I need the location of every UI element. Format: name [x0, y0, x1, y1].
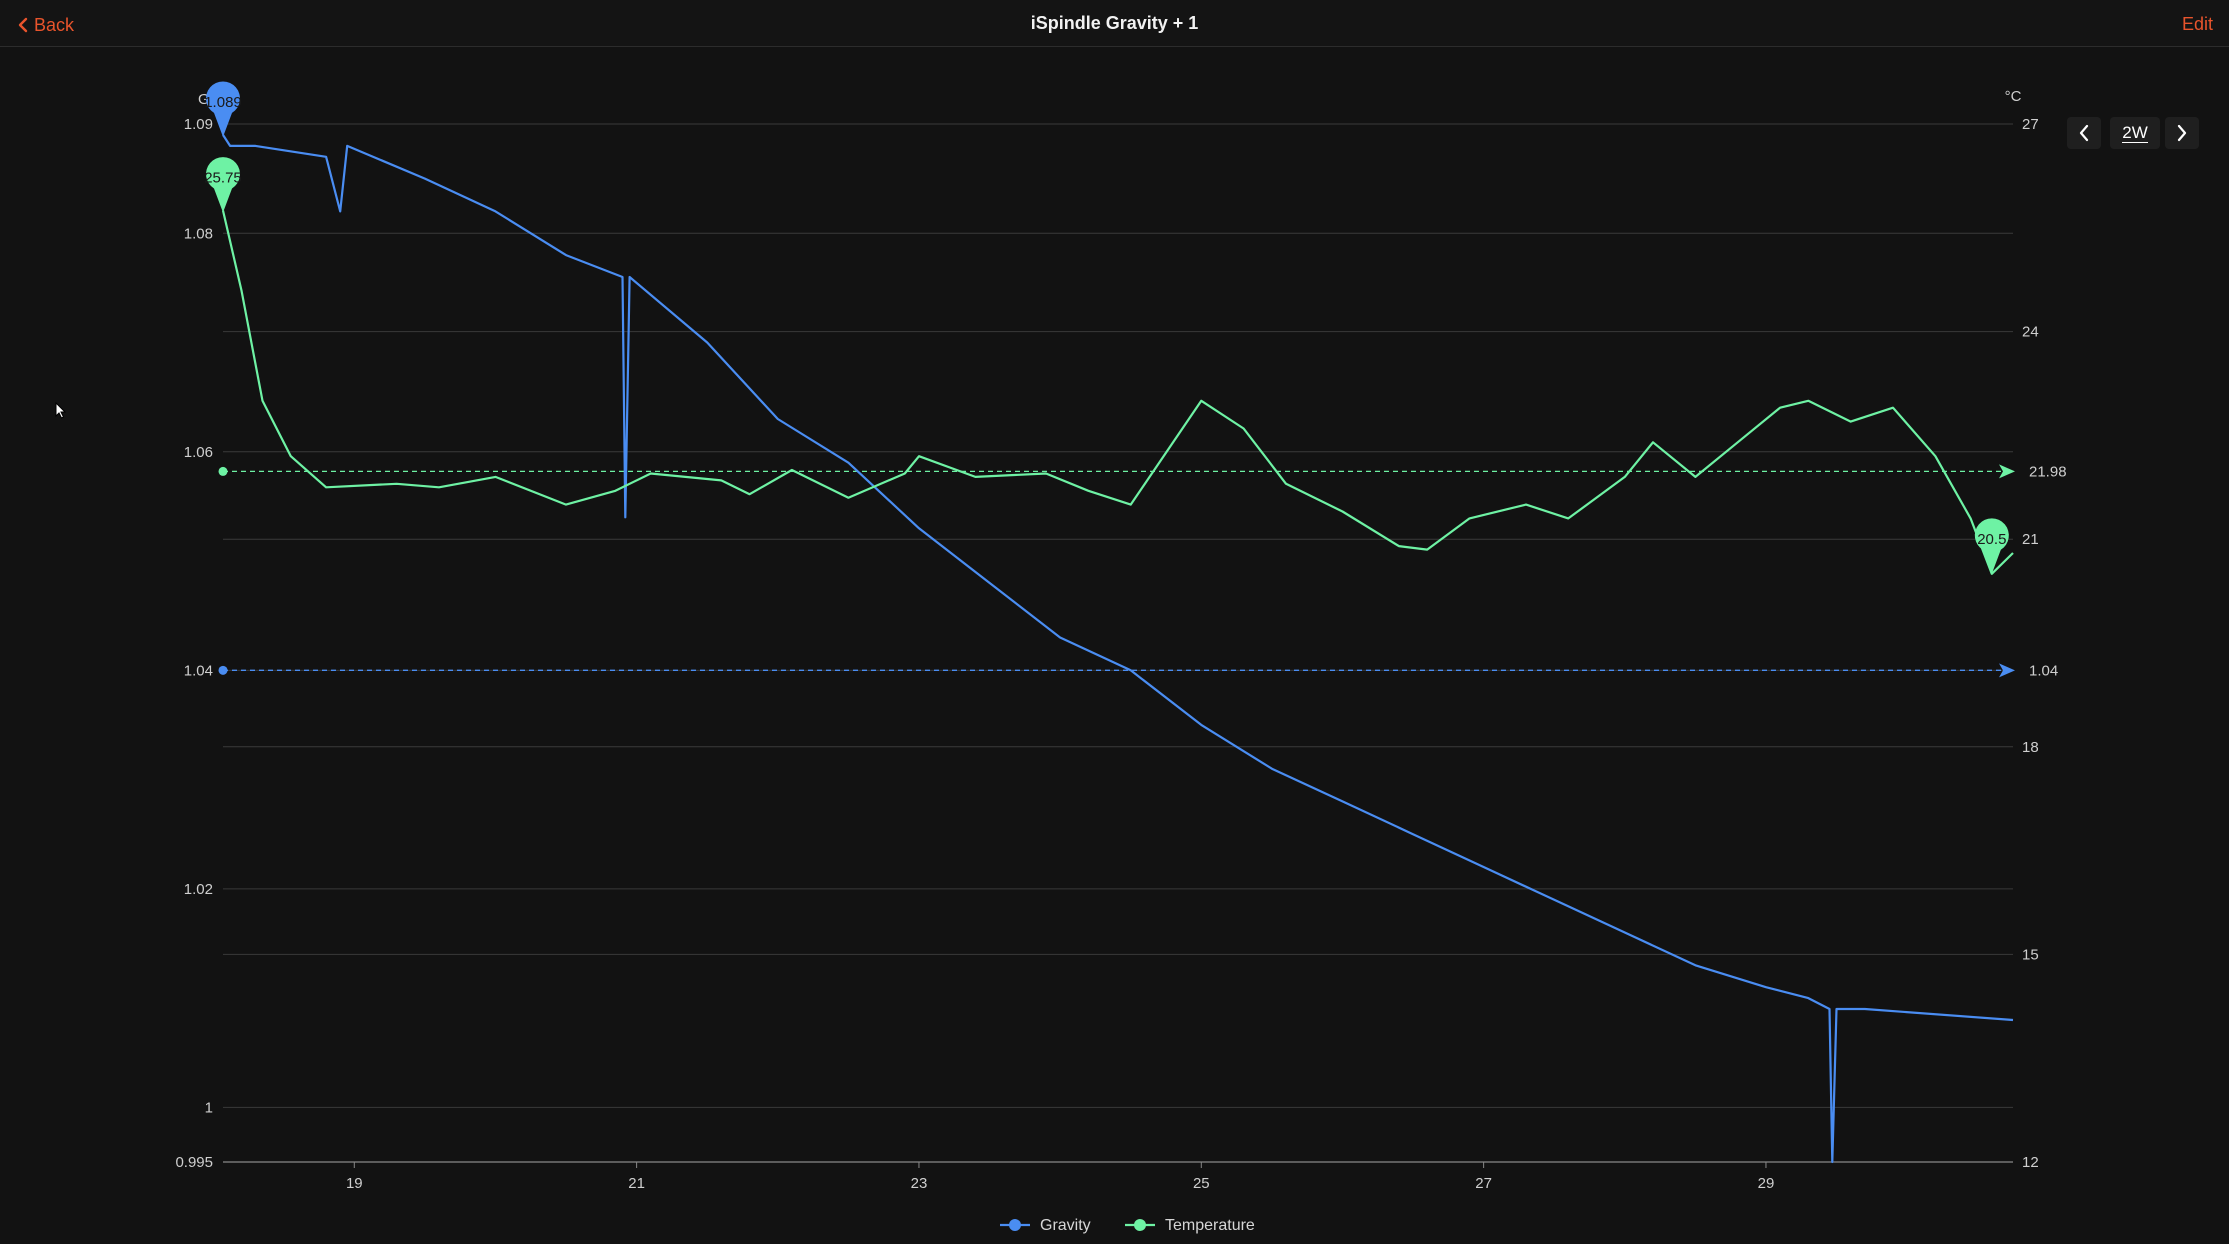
gravity-start-pin: [206, 81, 240, 137]
chevron-right-icon: [2177, 124, 2187, 142]
y-left-tick-label: 1.08: [184, 225, 213, 242]
y-right-tick-label: 27: [2022, 116, 2039, 133]
y-right-tick-label: 24: [2022, 324, 2039, 341]
reference-value-label: 1.04: [2029, 662, 2058, 679]
legend-label: Gravity: [1040, 1217, 1091, 1234]
page-title: iSpindle Gravity + 1: [1030, 13, 1199, 33]
legend-swatch-dot: [1009, 1219, 1021, 1231]
next-period-button[interactable]: [2165, 117, 2199, 149]
period-label: 2W: [2122, 122, 2148, 143]
y-left-tick-label: 1.04: [184, 662, 213, 679]
x-tick-label: 23: [911, 1175, 928, 1192]
x-tick-label: 27: [1475, 1175, 1492, 1192]
y-left-tick-label: 1.06: [184, 444, 213, 461]
y-left-tick-label: 1.09: [184, 116, 213, 133]
temperature-start-pin: [206, 157, 241, 213]
legend-swatch-dot: [1134, 1219, 1146, 1231]
y-right-tick-label: 21: [2022, 531, 2039, 548]
y-left-tick-label: 1: [205, 1099, 213, 1116]
reference-arrow: [1999, 464, 2015, 479]
reference-start-dot: [218, 665, 228, 675]
y-right-tick-label: 12: [2022, 1154, 2039, 1171]
series-line-gravity: [222, 134, 2014, 1164]
series-line-temperature: [221, 210, 2014, 575]
gravity-start-pin-label: 1.089: [204, 94, 242, 111]
edit-button[interactable]: Edit: [2181, 14, 2213, 34]
gravity-temperature-chart: 0.995 1 1.02 1.04 1.06 1.08 1.09 12 15 18 21 24 27 19…: [175, 81, 2067, 1234]
x-tick-label: 19: [346, 1175, 363, 1192]
top-bar: Back iSpindle Gravity + 1 Edit: [0, 0, 2229, 47]
reference-arrow: [1999, 663, 2015, 678]
previous-period-button[interactable]: [2067, 117, 2101, 149]
y-right-axis-label: °C: [2005, 88, 2022, 105]
back-label: Back: [34, 14, 75, 35]
x-tick-label: 25: [1193, 1175, 1210, 1192]
temperature-start-pin-label: 25.75: [204, 170, 242, 187]
chevron-left-icon: [2079, 124, 2089, 142]
period-selector[interactable]: 2W: [2110, 117, 2160, 149]
reference-value-label: 21.98: [2029, 463, 2067, 480]
mouse-pointer-icon: [55, 402, 67, 419]
y-right-tick-label: 18: [2022, 739, 2039, 756]
legend-label: Temperature: [1165, 1217, 1255, 1234]
y-left-axis-label: G: [198, 91, 210, 108]
temperature-end-pin: [1974, 518, 2009, 574]
chevron-left-icon: [18, 17, 28, 33]
temperature-end-pin-label: 20.5: [1977, 531, 2006, 548]
chart-area: 0.995 1 1.02 1.04 1.06 1.08 1.09 12 15 18 21 24 27 19…: [0, 47, 2229, 1244]
y-left-tick-label: 0.995: [175, 1154, 213, 1171]
y-right-tick-label: 15: [2022, 946, 2039, 963]
x-tick-label: 29: [1758, 1175, 1775, 1192]
reference-start-dot: [218, 466, 228, 476]
back-button[interactable]: Back: [18, 12, 74, 38]
y-left-tick-label: 1.02: [184, 881, 213, 898]
x-tick-label: 21: [628, 1175, 645, 1192]
